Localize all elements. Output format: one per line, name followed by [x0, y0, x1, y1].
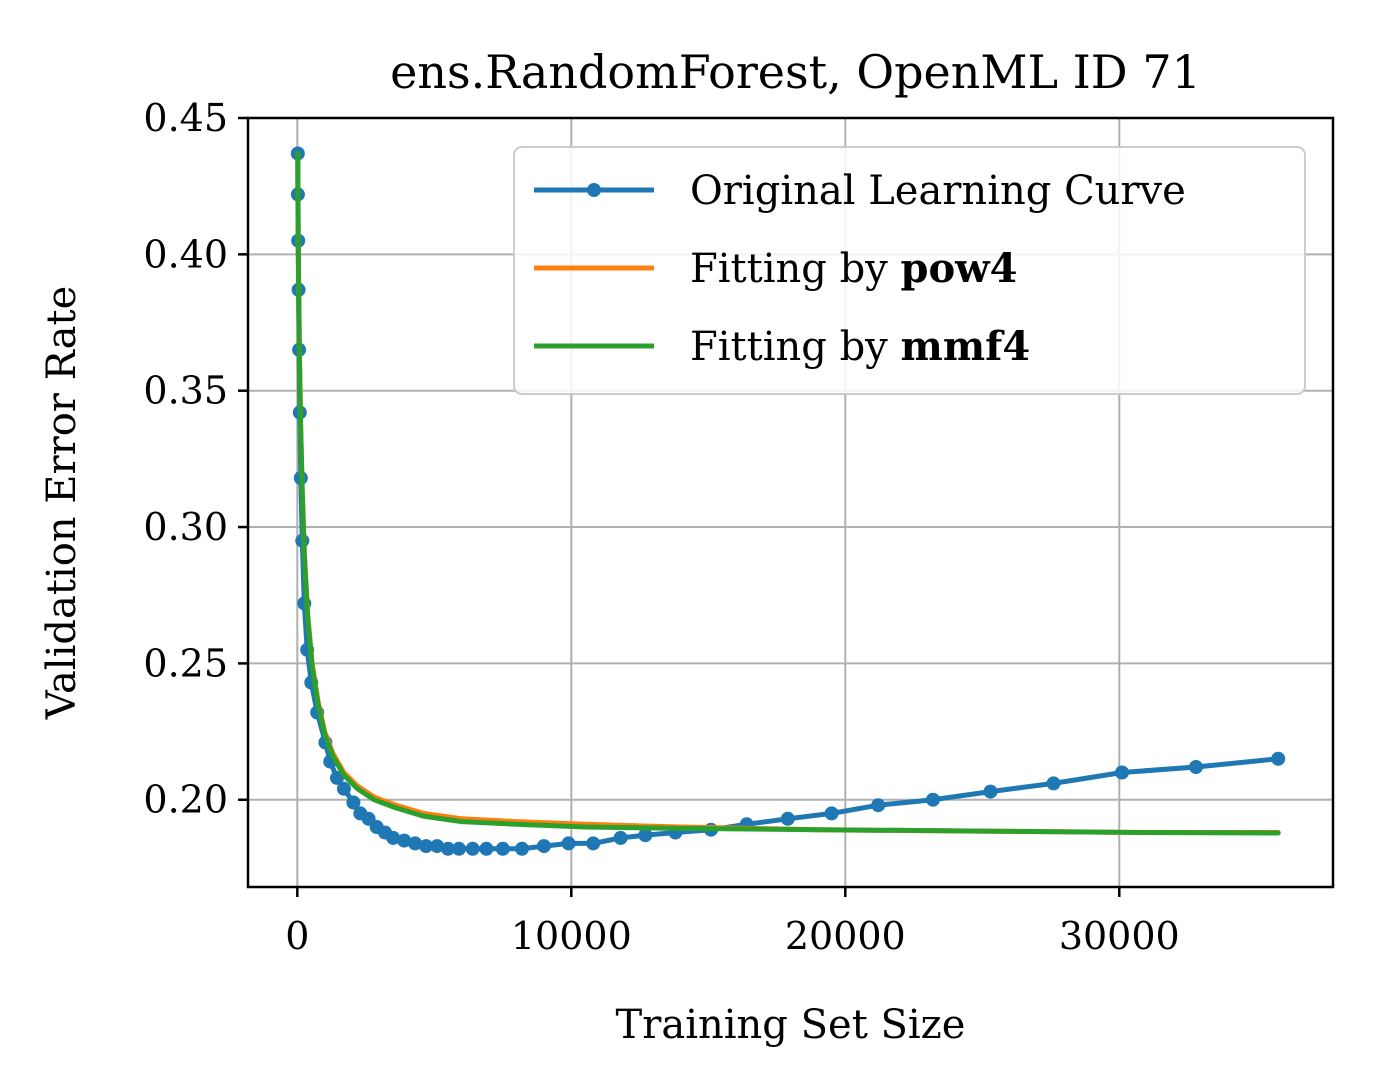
y-tick-label: 0.45: [143, 96, 228, 140]
y-tick-label: 0.30: [143, 505, 228, 549]
data-point: [452, 841, 466, 856]
data-point: [336, 781, 351, 796]
data-point: [408, 836, 423, 851]
data-point: [515, 841, 529, 856]
data-point: [586, 836, 601, 851]
x-axis-title: Training Set Size: [616, 1002, 966, 1048]
series-layer: [290, 146, 1286, 856]
data-point: [1189, 760, 1203, 774]
x-tick-label: 10000: [511, 914, 632, 958]
y-tick-label: 0.35: [143, 369, 228, 413]
data-point: [1046, 776, 1061, 791]
data-point: [346, 795, 361, 810]
x-tick-label: 30000: [1059, 914, 1180, 958]
data-point: [386, 830, 401, 845]
x-tick-label: 20000: [785, 914, 906, 958]
series-fitting-by-mmf4: [295, 151, 1281, 836]
data-point: [1271, 751, 1286, 766]
legend-label-bold: mmf4: [901, 323, 1031, 370]
data-point: [780, 811, 795, 826]
y-tick-label: 0.40: [143, 232, 228, 276]
data-point: [465, 841, 480, 856]
legend-label: Fitting by mmf4: [690, 323, 1030, 370]
axes-frame: [246, 116, 1335, 889]
legend-label-text: Fitting by: [690, 324, 901, 370]
data-point: [430, 839, 445, 854]
data-point: [441, 841, 455, 856]
legend-item: Fitting by pow4: [534, 245, 1017, 292]
data-point: [638, 828, 653, 843]
legend-label: Original Learning Curve: [690, 168, 1186, 214]
chart-title: ens.RandomForest, OpenML ID 71: [390, 45, 1201, 99]
data-point: [983, 784, 998, 799]
data-point: [479, 841, 494, 856]
legend-item: Fitting by mmf4: [534, 323, 1030, 370]
data-point: [397, 833, 412, 848]
data-point: [561, 836, 576, 851]
series-original-learning-curve: [290, 146, 1286, 856]
data-point: [419, 839, 434, 854]
data-point: [1115, 765, 1129, 780]
data-point: [613, 830, 628, 845]
data-point: [926, 792, 940, 807]
y-tick-label: 0.25: [143, 641, 228, 685]
legend-item: Original Learning Curve: [534, 168, 1186, 214]
legend-box: [513, 146, 1306, 395]
data-point: [330, 770, 344, 785]
ticks: 0 10000 20000 30000 0.20 0.25 0.30 0.35 0.40 0.45: [143, 96, 1179, 958]
data-point: [536, 839, 551, 854]
legend-label-bold: pow4: [901, 245, 1018, 292]
y-tick-label: 0.20: [143, 778, 228, 822]
legend-label-text: Original Learning Curve: [690, 168, 1186, 214]
y-axis-title: Validation Error Rate: [39, 286, 85, 721]
legend-label: Fitting by pow4: [690, 245, 1017, 292]
data-point: [871, 798, 886, 813]
legend-marker: [587, 183, 601, 197]
legend-label-text: Fitting by: [690, 246, 901, 292]
data-point: [824, 806, 839, 821]
data-point: [495, 841, 510, 856]
x-tick-label: 0: [285, 914, 309, 958]
series-line: [295, 151, 1281, 836]
